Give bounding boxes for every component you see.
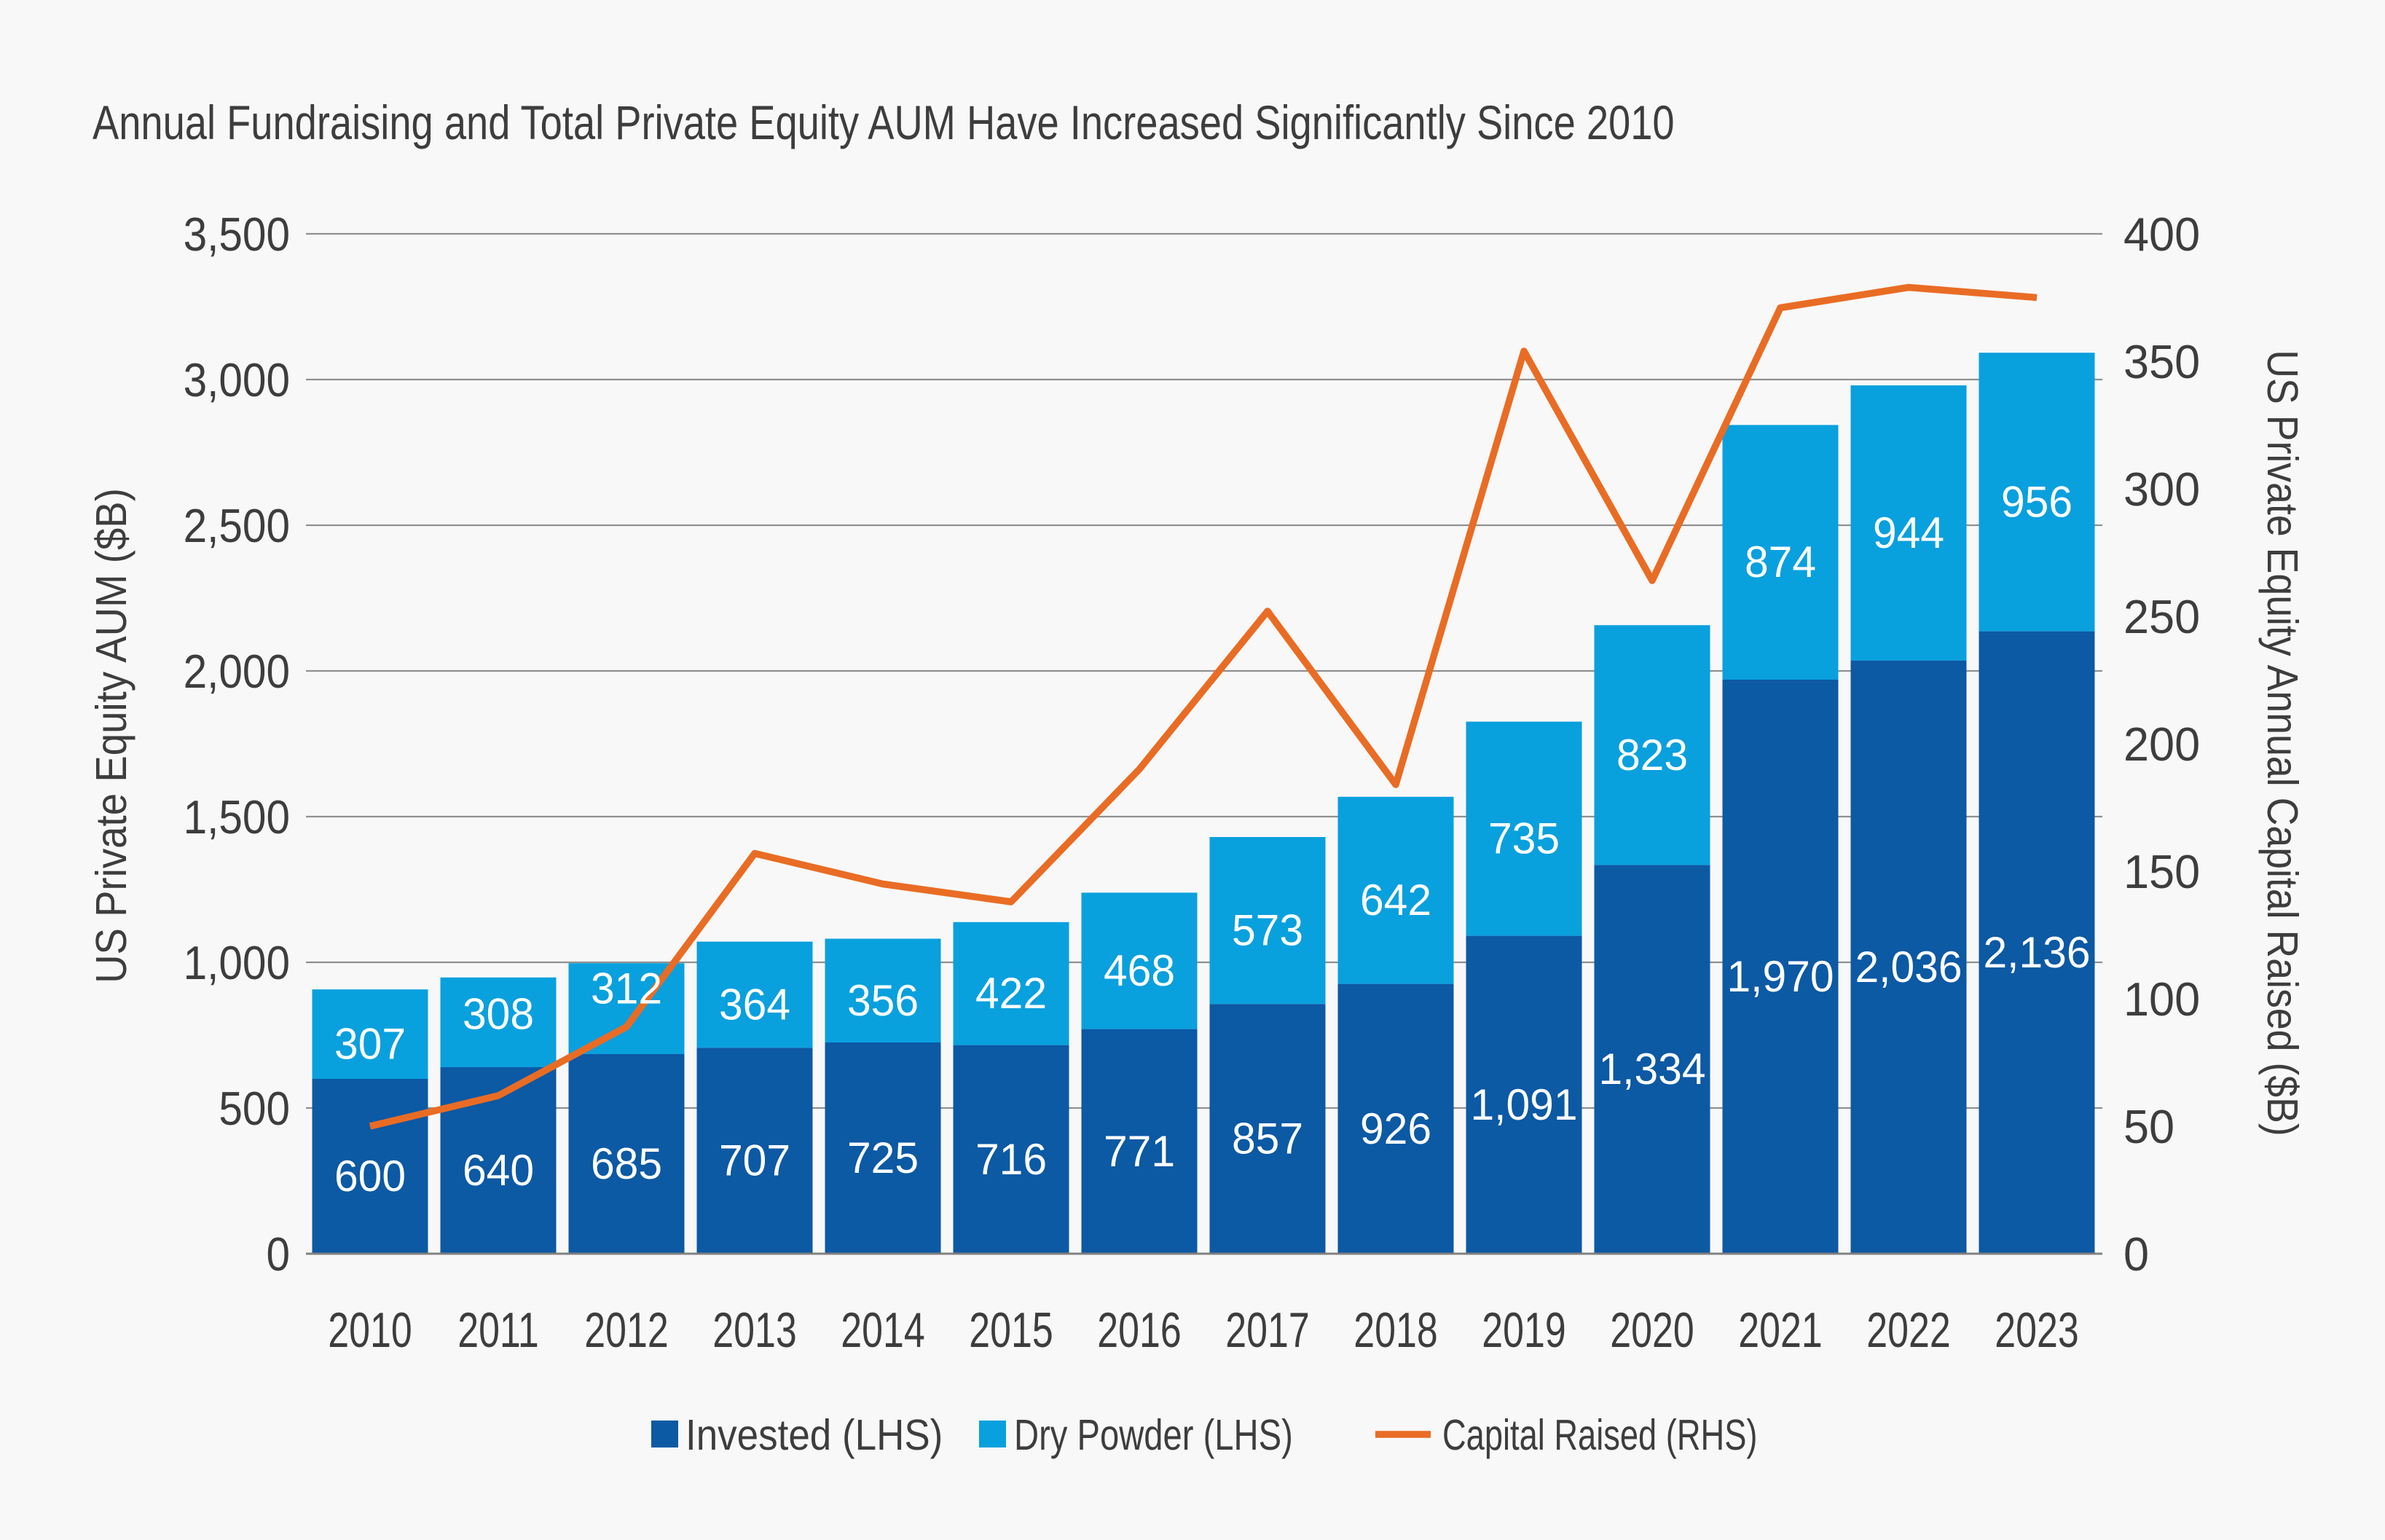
svg-text:600: 600: [334, 1151, 406, 1201]
svg-text:300: 300: [2123, 463, 2200, 516]
svg-text:2019: 2019: [1482, 1302, 1565, 1357]
svg-text:2,000: 2,000: [184, 645, 290, 699]
svg-text:200: 200: [2123, 718, 2200, 771]
svg-text:1,970: 1,970: [1726, 951, 1834, 1001]
svg-text:Capital Raised (RHS): Capital Raised (RHS): [1442, 1411, 1757, 1459]
svg-text:US Private Equity AUM ($B): US Private Equity AUM ($B): [88, 488, 135, 983]
svg-text:956: 956: [2001, 477, 2072, 527]
svg-text:312: 312: [591, 964, 662, 1013]
svg-text:356: 356: [847, 975, 919, 1025]
svg-text:2,500: 2,500: [184, 500, 290, 553]
svg-text:685: 685: [591, 1139, 662, 1188]
svg-text:2017: 2017: [1225, 1302, 1309, 1357]
svg-text:2015: 2015: [969, 1302, 1053, 1357]
svg-text:400: 400: [2123, 208, 2200, 261]
svg-text:716: 716: [975, 1134, 1047, 1184]
svg-text:2011: 2011: [457, 1302, 539, 1357]
svg-text:2013: 2013: [712, 1302, 796, 1357]
svg-text:2022: 2022: [1866, 1302, 1950, 1357]
svg-text:707: 707: [719, 1136, 790, 1185]
svg-text:2,036: 2,036: [1855, 942, 1962, 991]
svg-text:1,334: 1,334: [1598, 1045, 1705, 1094]
svg-text:1,500: 1,500: [184, 791, 290, 844]
svg-text:2020: 2020: [1610, 1302, 1694, 1357]
svg-text:944: 944: [1873, 508, 1944, 557]
svg-text:100: 100: [2123, 973, 2200, 1026]
svg-text:874: 874: [1745, 538, 1816, 587]
svg-text:Invested (LHS): Invested (LHS): [685, 1410, 943, 1458]
svg-text:0: 0: [266, 1228, 290, 1281]
svg-text:468: 468: [1104, 946, 1175, 995]
svg-text:0: 0: [2123, 1227, 2149, 1281]
svg-text:573: 573: [1232, 905, 1303, 955]
svg-text:2021: 2021: [1738, 1302, 1822, 1357]
svg-text:Dry Powder (LHS): Dry Powder (LHS): [1014, 1412, 1293, 1459]
svg-text:771: 771: [1104, 1126, 1175, 1176]
svg-text:823: 823: [1616, 730, 1688, 779]
svg-text:926: 926: [1360, 1104, 1431, 1153]
svg-text:725: 725: [847, 1133, 919, 1182]
svg-text:150: 150: [2123, 845, 2200, 898]
svg-text:50: 50: [2123, 1100, 2174, 1153]
svg-text:642: 642: [1360, 876, 1431, 925]
svg-text:3,500: 3,500: [184, 208, 290, 262]
svg-text:422: 422: [975, 969, 1047, 1018]
svg-text:640: 640: [463, 1145, 534, 1195]
svg-text:250: 250: [2123, 590, 2200, 643]
svg-text:2,136: 2,136: [1983, 927, 2090, 977]
svg-text:308: 308: [463, 989, 534, 1039]
svg-text:Annual Fundraising and Total P: Annual Fundraising and Total Private Equ…: [93, 95, 1675, 149]
svg-text:2023: 2023: [1995, 1302, 2078, 1357]
svg-text:1,000: 1,000: [184, 937, 290, 990]
svg-text:364: 364: [719, 980, 790, 1029]
svg-text:2012: 2012: [584, 1302, 668, 1357]
svg-text:2016: 2016: [1097, 1302, 1181, 1357]
svg-text:2014: 2014: [841, 1302, 924, 1357]
svg-text:350: 350: [2123, 335, 2200, 388]
svg-text:US Private Equity Annual Capit: US Private Equity Annual Capital Raised …: [2258, 350, 2306, 1136]
svg-text:735: 735: [1488, 814, 1560, 863]
svg-text:2018: 2018: [1353, 1302, 1437, 1357]
svg-text:857: 857: [1232, 1114, 1303, 1163]
svg-text:307: 307: [334, 1019, 406, 1069]
svg-text:3,000: 3,000: [184, 354, 290, 407]
svg-text:2010: 2010: [328, 1302, 412, 1357]
svg-text:1,091: 1,091: [1470, 1080, 1577, 1129]
svg-text:500: 500: [219, 1083, 290, 1136]
